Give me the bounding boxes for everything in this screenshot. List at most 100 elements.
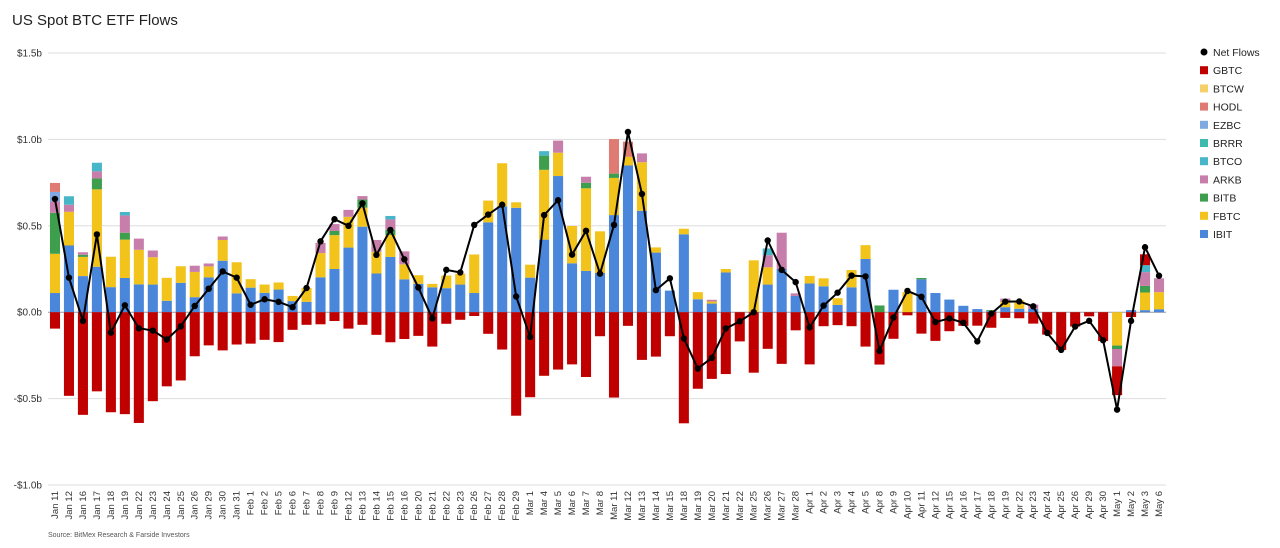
bar-segment-arkb [63, 204, 74, 212]
x-tick-label: Apr 17 [972, 491, 983, 519]
bar-segment-gbtc [1112, 366, 1123, 396]
bar-segment-fbtc [385, 234, 396, 257]
bar-segment-ibit [469, 293, 480, 313]
bar-segment-hodl [622, 141, 633, 157]
bar-segment-ibit [343, 247, 354, 313]
net-flows-point [512, 293, 520, 300]
net-flows-point [1127, 317, 1135, 325]
source-note: Source: BitMex Research & Farside Invest… [48, 532, 190, 539]
bar-segment-arkb [203, 263, 214, 267]
legend-label: HODL [1213, 102, 1242, 114]
net-flows-point [177, 323, 184, 330]
bar-segment-gbtc [385, 312, 396, 343]
legend-swatch [1200, 102, 1208, 111]
net-flows-point [1044, 329, 1051, 337]
net-flows-point [638, 190, 646, 198]
x-tick-label: Apr 3 [833, 491, 844, 514]
net-flows-point [1016, 298, 1023, 305]
bar-segment-gbtc [1098, 312, 1109, 342]
net-flows-point [960, 319, 967, 326]
legend-label: BRRR [1213, 138, 1243, 150]
net-flows-point [736, 318, 743, 325]
bar-segment-gbtc [217, 312, 228, 351]
bar-segment-arkb [1153, 278, 1165, 293]
net-flows-point [163, 336, 170, 343]
bar-segment-arkb [133, 238, 144, 250]
bar-segment-ibit [762, 284, 773, 313]
bar-segment-ibit [525, 277, 536, 313]
bar-segment-arkb [343, 209, 354, 217]
bar-segment-gbtc [1014, 312, 1025, 319]
x-tick-label: Apr 24 [1042, 491, 1053, 519]
bar-segment-gbtc [287, 312, 298, 330]
net-flows-point [582, 227, 590, 235]
net-flows-point [1085, 317, 1093, 325]
net-flows-point [1155, 272, 1163, 279]
bar-segment-fbtc [203, 266, 214, 278]
net-flows-polyline [54, 131, 1160, 410]
bar-segment-gbtc [972, 312, 983, 326]
net-flows-point [526, 333, 534, 341]
x-tick-label: May 1 [1112, 491, 1123, 517]
legend-label: GBTC [1213, 65, 1243, 77]
bar-segment-fbtc [147, 257, 158, 285]
bar-segment-gbtc [706, 312, 717, 379]
bar-segment-gbtc [678, 312, 689, 424]
bar-segment-gbtc [567, 312, 578, 365]
net-flows-point [219, 268, 226, 275]
legend-swatch [1200, 66, 1208, 75]
legend-swatch [1200, 211, 1208, 220]
bar-segment-gbtc [734, 312, 745, 342]
x-tick-label: Apr 8 [875, 491, 886, 514]
bar-segment-gbtc [874, 312, 885, 365]
x-tick-label: Mar 4 [539, 491, 550, 515]
bar-segment-fbtc [301, 287, 312, 302]
net-flows-point [554, 197, 562, 204]
bar-segment-bitb [608, 173, 620, 178]
bar-segment-ibit [581, 270, 592, 313]
bar-segment-ibit [692, 299, 703, 313]
bar-segment-gbtc [636, 312, 647, 360]
net-flows-point [1071, 323, 1079, 330]
x-tick-label: Jan 25 [176, 491, 187, 520]
y-tick-label: $0.0b [17, 308, 42, 319]
x-tick-label: Mar 11 [609, 491, 620, 520]
bar-segment-ibit [175, 282, 186, 313]
bar-segment-ibit [650, 252, 661, 313]
bar-segment-gbtc [147, 312, 158, 402]
net-flows-point [415, 284, 422, 291]
x-tick-label: Apr 9 [888, 491, 899, 514]
x-tick-label: Mar 19 [693, 491, 704, 521]
legend-label: BTCO [1213, 156, 1242, 168]
legend-marker [1200, 48, 1208, 56]
bar-segment-gbtc [105, 312, 116, 413]
net-flows-point [652, 286, 660, 294]
x-tick-label: Mar 15 [665, 491, 676, 521]
bar-segment-fbtc [1112, 312, 1123, 346]
bar-segment-gbtc [581, 312, 592, 377]
legend-label: Net Flows [1213, 47, 1260, 59]
x-tick-label: Apr 22 [1014, 491, 1025, 519]
bar-segment-fbtc [804, 275, 815, 284]
bar-segment-bitb [49, 212, 61, 254]
net-flows-point [932, 318, 939, 326]
legend-item-fbtc: FBTC [1200, 211, 1241, 223]
bar-segment-ibit [161, 300, 172, 313]
bar-segment-gbtc [1126, 312, 1137, 318]
bar-segment-arkb [329, 224, 340, 231]
net-flows-point [345, 222, 352, 229]
bar-segment-arkb [706, 299, 717, 302]
x-tick-label: Mar 6 [567, 491, 578, 515]
bar-segment-fbtc [245, 279, 256, 288]
bar-segment-gbtc [650, 312, 661, 357]
bar-segment-gbtc [958, 312, 969, 326]
bar-segment-gbtc [77, 312, 88, 415]
net-flows-point [457, 269, 464, 276]
bar-segment-ibit [1140, 310, 1151, 313]
net-flows-point [890, 314, 897, 321]
bar-segment-arkb [147, 250, 158, 258]
net-flows-point [610, 221, 618, 229]
bar-segment-gbtc [189, 312, 200, 357]
x-tick-label: Apr 1 [805, 491, 816, 514]
